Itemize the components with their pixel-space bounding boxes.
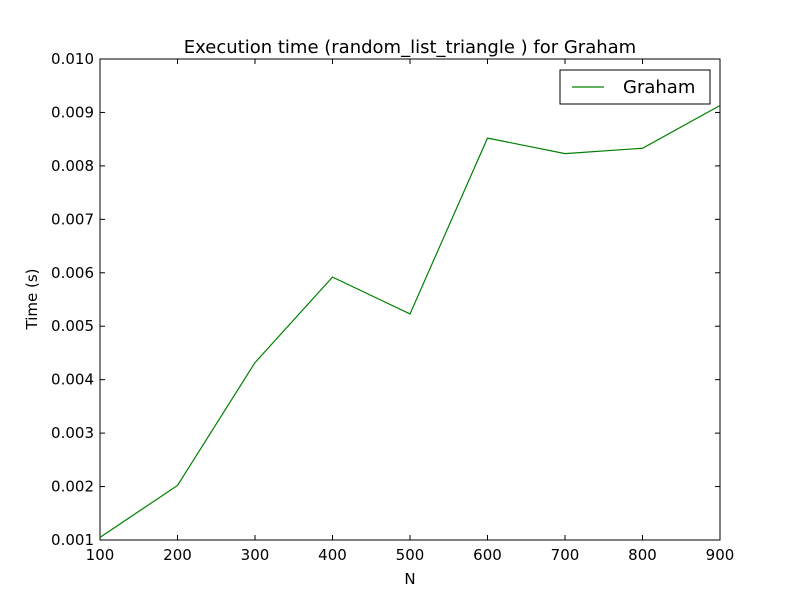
y-axis-label: Time (s)	[23, 269, 41, 331]
x-tick-label: 500	[396, 546, 425, 564]
y-tick-label: 0.010	[51, 50, 94, 68]
chart-title: Execution time (random_list_triangle ) f…	[184, 37, 636, 58]
x-tick-label: 800	[628, 546, 657, 564]
x-tick-label: 900	[706, 546, 735, 564]
y-tick-label: 0.003	[51, 424, 94, 442]
x-tick-label: 200	[163, 546, 192, 564]
x-tick-label: 700	[551, 546, 580, 564]
tick-labels: 100 200 300 400 500 600 700 800 900 0.001 0.002 0.0…	[51, 50, 734, 564]
y-tick-label: 0.005	[51, 317, 94, 335]
y-tick-label: 0.008	[51, 157, 94, 175]
y-tick-label: 0.007	[51, 210, 94, 228]
plot-area	[99, 58, 721, 541]
legend-label-graham: Graham	[623, 77, 695, 98]
x-tick-label: 100	[86, 546, 115, 564]
y-tick-label: 0.006	[51, 264, 94, 282]
axis-ticks	[99, 58, 721, 541]
y-tick-label: 0.009	[51, 103, 94, 121]
legend: Graham	[559, 69, 711, 105]
series-line-graham	[99, 104, 721, 538]
x-tick-label: 600	[473, 546, 502, 564]
x-tick-label: 300	[241, 546, 270, 564]
series-layer	[99, 104, 721, 538]
y-tick-label: 0.004	[51, 371, 94, 389]
y-tick-label: 0.002	[51, 478, 94, 496]
x-tick-label: 400	[318, 546, 347, 564]
x-axis-label: N	[404, 570, 415, 588]
y-tick-label: 0.001	[51, 531, 94, 549]
